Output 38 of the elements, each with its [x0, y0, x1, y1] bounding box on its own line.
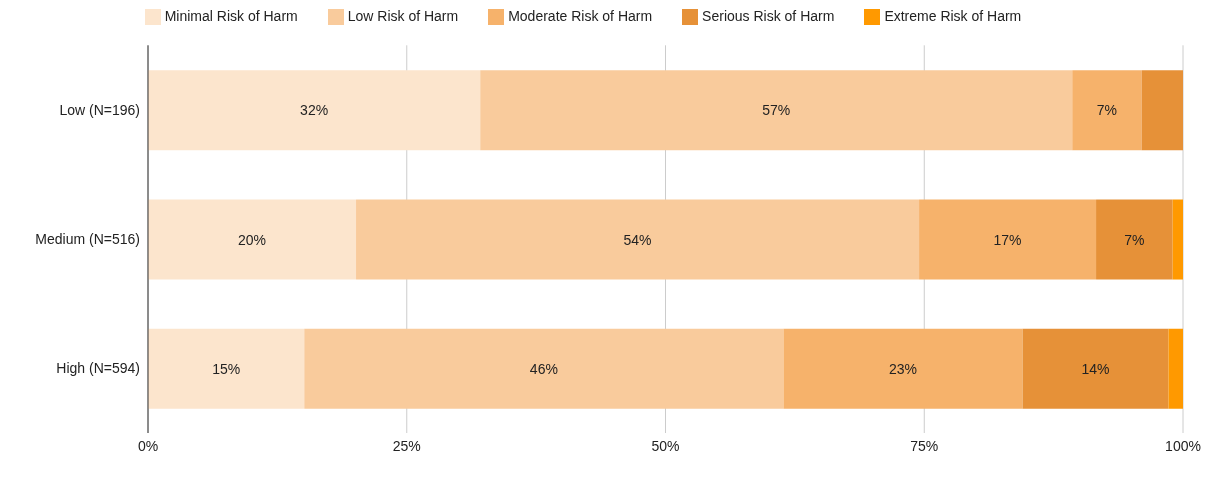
data-label: 15% — [212, 360, 241, 377]
x-tick-label: 25% — [392, 437, 421, 454]
data-label: 14% — [1081, 360, 1110, 377]
bar — [304, 328, 784, 409]
bar — [1072, 70, 1142, 151]
data-label: 54% — [623, 231, 652, 248]
data-label: 23% — [889, 360, 918, 377]
x-tick-label: 50% — [651, 437, 680, 454]
bar — [148, 70, 481, 151]
bar — [356, 199, 920, 280]
bar — [783, 328, 1023, 409]
data-label: 7% — [1096, 102, 1118, 119]
x-tick-label: 75% — [910, 437, 939, 454]
bar — [148, 199, 357, 280]
data-label: 57% — [762, 102, 791, 119]
legend-label: Moderate Risk of Harm — [508, 8, 653, 24]
data-label: 32% — [300, 102, 329, 119]
legend-label: Low Risk of Harm — [347, 8, 459, 24]
legend-label: Serious Risk of Harm — [702, 8, 835, 24]
y-tick-label: Medium (N=516) — [35, 231, 140, 248]
y-tick-label: High (N=594) — [56, 360, 140, 377]
bar — [1168, 328, 1183, 409]
bar — [1141, 70, 1183, 151]
bar — [1022, 328, 1169, 409]
legend-label: Minimal Risk of Harm — [164, 8, 298, 24]
bar — [148, 328, 305, 409]
bar — [1172, 199, 1183, 280]
bar — [919, 199, 1097, 280]
bar — [1096, 199, 1173, 280]
bar — [480, 70, 1073, 151]
data-label: 20% — [238, 231, 267, 248]
y-tick-label: Low (N=196) — [59, 101, 140, 118]
data-label: 7% — [1124, 231, 1145, 248]
legend-label: Extreme Risk of Harm — [884, 8, 1022, 24]
data-label: 17% — [993, 231, 1022, 248]
x-tick-label: 100% — [1165, 437, 1201, 454]
data-label: 46% — [529, 360, 558, 377]
x-tick-label: 0% — [137, 437, 159, 454]
